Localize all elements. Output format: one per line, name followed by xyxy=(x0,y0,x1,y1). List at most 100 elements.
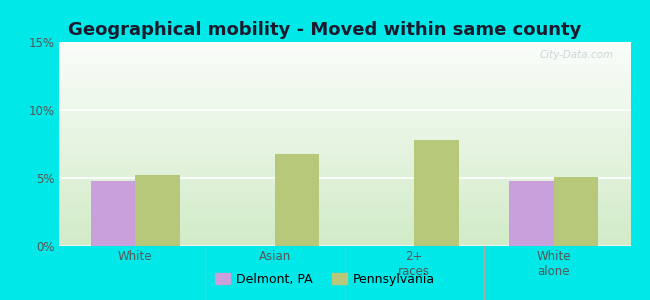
Bar xyxy=(58,170,630,172)
Bar xyxy=(58,223,630,224)
Bar xyxy=(58,203,630,204)
Bar xyxy=(58,89,630,90)
Bar xyxy=(58,240,630,241)
Bar xyxy=(58,112,630,113)
Bar xyxy=(58,84,630,85)
Bar xyxy=(58,193,630,194)
Bar xyxy=(58,44,630,45)
Bar xyxy=(58,152,630,153)
Bar xyxy=(58,213,630,214)
Bar xyxy=(58,59,630,60)
Bar xyxy=(58,178,630,179)
Bar xyxy=(58,118,630,119)
Bar xyxy=(58,177,630,178)
Bar xyxy=(58,238,630,239)
Bar xyxy=(58,126,630,127)
Bar xyxy=(58,141,630,142)
Bar xyxy=(58,155,630,156)
Bar xyxy=(58,85,630,86)
Bar xyxy=(58,54,630,55)
Bar xyxy=(58,245,630,246)
Bar xyxy=(58,161,630,162)
Bar xyxy=(58,205,630,206)
Bar xyxy=(58,237,630,238)
Bar xyxy=(58,216,630,217)
Bar xyxy=(275,154,319,246)
Bar xyxy=(58,73,630,74)
Bar xyxy=(58,52,630,53)
Bar xyxy=(58,80,630,81)
Bar xyxy=(58,109,630,110)
Bar xyxy=(58,181,630,182)
Bar xyxy=(58,107,630,108)
Bar xyxy=(58,244,630,245)
Bar xyxy=(58,48,630,49)
Bar xyxy=(58,187,630,188)
Bar xyxy=(58,226,630,228)
Bar xyxy=(58,147,630,148)
Bar xyxy=(58,172,630,174)
Bar xyxy=(58,215,630,216)
Bar xyxy=(58,197,630,198)
Bar xyxy=(414,140,459,246)
Bar xyxy=(58,127,630,128)
Bar xyxy=(58,225,630,226)
Bar xyxy=(58,97,630,98)
Bar xyxy=(58,148,630,149)
Bar xyxy=(58,105,630,106)
Bar xyxy=(58,55,630,56)
Bar xyxy=(58,63,630,64)
Bar xyxy=(58,241,630,242)
Bar xyxy=(58,202,630,203)
Bar xyxy=(58,106,630,107)
Bar xyxy=(135,175,180,246)
Bar xyxy=(58,132,630,133)
Bar xyxy=(58,200,630,201)
Bar xyxy=(58,131,630,132)
Bar xyxy=(58,228,630,229)
Bar xyxy=(58,210,630,211)
Bar xyxy=(58,179,630,180)
Bar xyxy=(58,185,630,186)
Bar xyxy=(58,87,630,88)
Bar xyxy=(58,50,630,51)
Bar xyxy=(58,90,630,91)
Bar xyxy=(58,192,630,193)
Bar xyxy=(58,151,630,152)
Bar xyxy=(58,204,630,205)
Bar xyxy=(58,121,630,122)
Bar xyxy=(58,134,630,135)
Bar xyxy=(58,42,630,43)
Bar xyxy=(58,61,630,62)
Bar xyxy=(58,201,630,202)
Bar xyxy=(90,181,135,246)
Bar xyxy=(58,102,630,103)
Bar xyxy=(58,189,630,190)
Bar xyxy=(58,82,630,83)
Bar xyxy=(58,209,630,210)
Bar xyxy=(58,196,630,197)
Bar xyxy=(554,177,599,246)
Bar xyxy=(58,239,630,240)
Bar xyxy=(58,45,630,46)
Bar xyxy=(58,138,630,139)
Bar xyxy=(58,119,630,121)
Bar xyxy=(58,101,630,102)
Bar xyxy=(58,218,630,220)
Bar xyxy=(58,135,630,136)
Bar xyxy=(58,229,630,230)
Bar xyxy=(58,58,630,59)
Bar xyxy=(58,214,630,215)
Bar xyxy=(58,140,630,141)
Bar xyxy=(58,114,630,116)
Bar xyxy=(58,96,630,97)
Bar xyxy=(58,158,630,159)
Bar xyxy=(58,130,630,131)
Bar xyxy=(58,165,630,166)
Bar xyxy=(58,62,630,63)
Bar xyxy=(58,198,630,199)
Bar xyxy=(58,153,630,154)
Bar xyxy=(58,144,630,145)
Bar xyxy=(58,156,630,157)
Bar xyxy=(58,92,630,93)
